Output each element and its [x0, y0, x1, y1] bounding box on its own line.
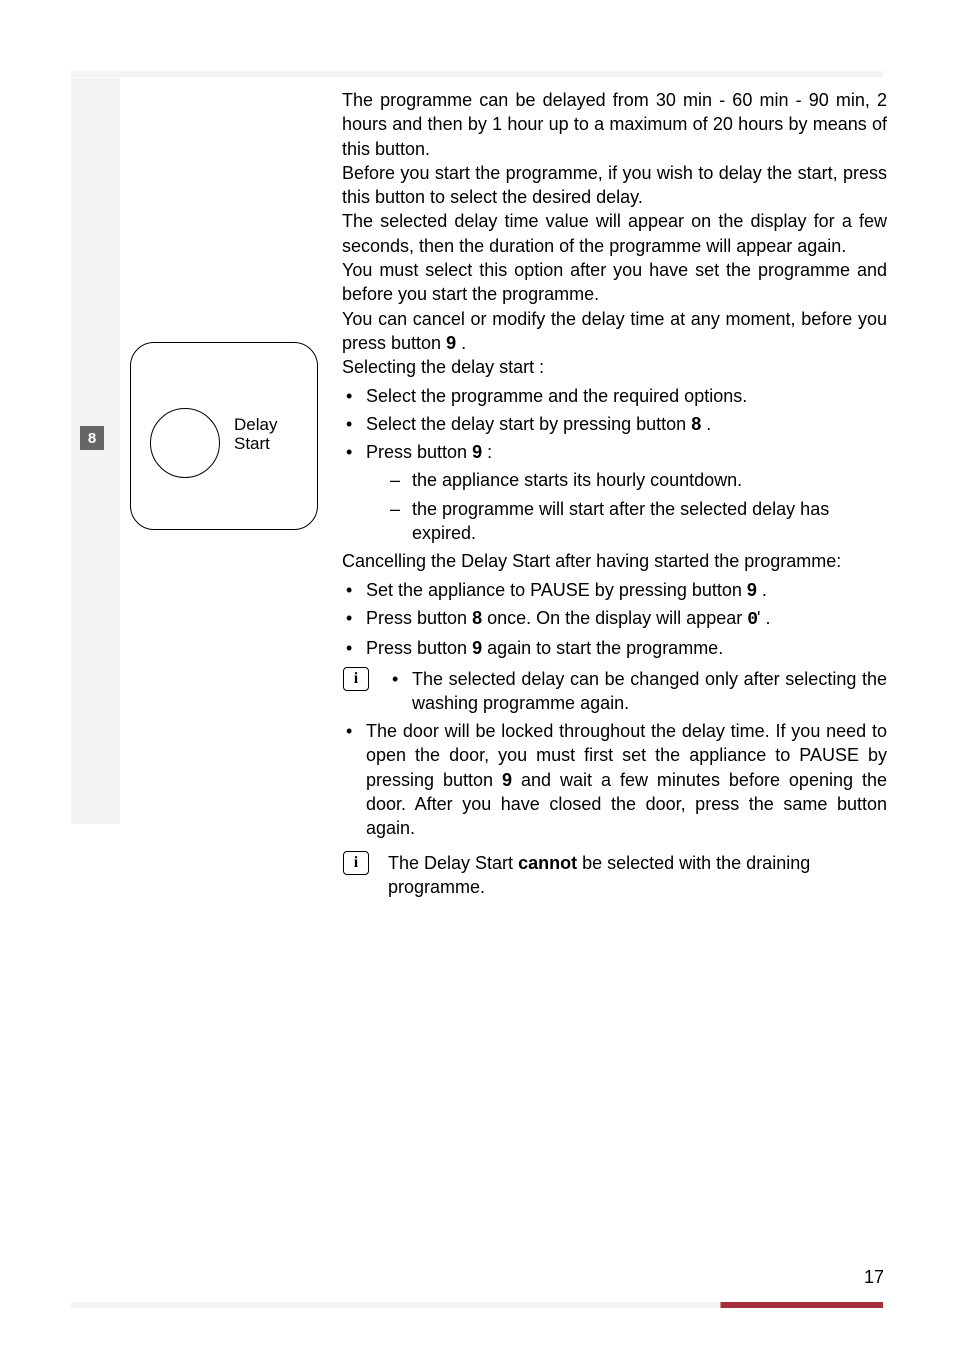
bullet-list: The door will be locked throughout the d… [342, 719, 887, 840]
text: The Delay Start [388, 853, 518, 873]
text: : [482, 442, 492, 462]
button-ref: 8 [691, 414, 701, 434]
button-ref: 9 [446, 333, 456, 353]
paragraph: The selected delay time value will appea… [342, 209, 887, 258]
list-item: Press button 8 once. On the display will… [342, 606, 887, 632]
paragraph: Selecting the delay start : [342, 355, 887, 379]
info-note: i The selected delay can be changed only… [342, 667, 887, 716]
list-item: Select the delay start by pressing butto… [342, 412, 887, 436]
body-text: The programme can be delayed from 30 min… [342, 88, 887, 899]
delay-start-label-line1: Delay [234, 415, 277, 434]
header-strip [71, 71, 883, 77]
bullet-list: Select the programme and the required op… [342, 384, 887, 546]
button-ref: 8 [472, 608, 482, 628]
paragraph: You must select this option after you ha… [342, 258, 887, 307]
paragraph: Before you start the programme, if you w… [342, 161, 887, 210]
paragraph: You can cancel or modify the delay time … [342, 307, 887, 356]
text: The Delay Start cannot be selected with … [342, 851, 887, 900]
display-zero-icon: 0 [747, 610, 757, 630]
bullet-list: Set the appliance to PAUSE by pressing b… [342, 578, 887, 661]
button-ref: 9 [472, 442, 482, 462]
paragraph: The programme can be delayed from 30 min… [342, 88, 887, 161]
list-item: The selected delay can be changed only a… [388, 667, 887, 716]
button-ref: 9 [502, 770, 512, 790]
text: Set the appliance to PAUSE by pressing b… [366, 580, 747, 600]
list-item: Press button 9 : the appliance starts it… [342, 440, 887, 545]
list-item: Set the appliance to PAUSE by pressing b… [342, 578, 887, 602]
info-note: i The Delay Start cannot be selected wit… [342, 851, 887, 900]
text: again to start the programme. [482, 638, 723, 658]
text: Press button [366, 638, 472, 658]
button-ref: 9 [747, 580, 757, 600]
bullet-list: The selected delay can be changed only a… [388, 667, 887, 716]
list-item: The door will be locked throughout the d… [342, 719, 887, 840]
text: the appliance starts its hourly countdow… [412, 470, 742, 490]
button-ref: 9 [472, 638, 482, 658]
text: . [456, 333, 466, 353]
page-number: 17 [864, 1267, 884, 1288]
list-item: the appliance starts its hourly countdow… [390, 468, 887, 492]
info-icon: i [343, 667, 369, 691]
text: Press button [366, 608, 472, 628]
dash-list: the appliance starts its hourly countdow… [390, 468, 887, 545]
text: Press button [366, 442, 472, 462]
footer-accent-bar [71, 1302, 883, 1308]
text: ' . [757, 608, 770, 628]
list-item: the programme will start after the selec… [390, 497, 887, 546]
delay-start-button-icon [150, 408, 220, 478]
text-bold: cannot [518, 853, 577, 873]
manual-page: 8 Delay Start The programme can be delay… [0, 0, 954, 1352]
text: the programme will start after the selec… [412, 499, 829, 543]
text: Select the delay start by pressing butto… [366, 414, 691, 434]
text: . [757, 580, 767, 600]
list-item: Press button 9 again to start the progra… [342, 636, 887, 660]
delay-start-label-line2: Start [234, 434, 270, 453]
text: You can cancel or modify the delay time … [342, 309, 887, 353]
paragraph: Cancelling the Delay Start after having … [342, 549, 887, 573]
text: The selected delay can be changed only a… [412, 669, 887, 713]
text: once. On the display will appear [482, 608, 747, 628]
text: Select the programme and the required op… [366, 386, 747, 406]
step-badge: 8 [80, 426, 104, 450]
delay-start-label: Delay Start [234, 416, 277, 453]
sidebar-strip [71, 78, 120, 824]
list-item: Select the programme and the required op… [342, 384, 887, 408]
text: . [701, 414, 711, 434]
info-icon: i [343, 851, 369, 875]
